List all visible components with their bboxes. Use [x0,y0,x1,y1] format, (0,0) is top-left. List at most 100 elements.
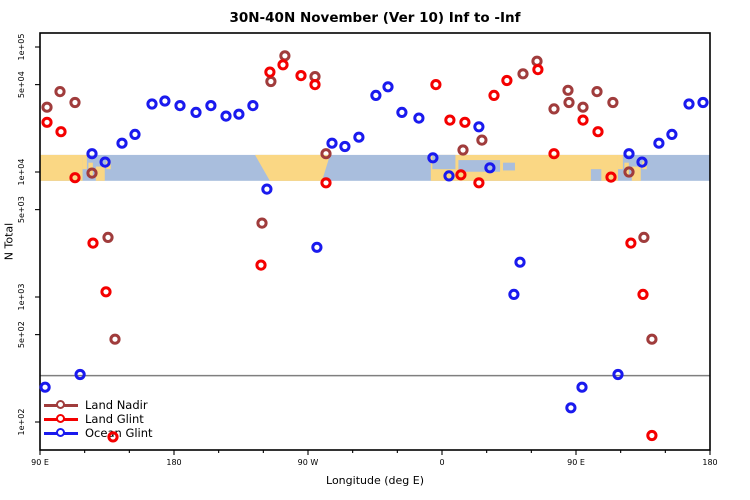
data-point-land-nadir [41,101,53,113]
map-strip-land [430,154,618,181]
data-point-ocean-glint [484,162,496,174]
data-point-ocean-glint [636,156,648,168]
land-glint-symbol-icon [44,412,78,426]
data-point-land-glint [473,177,485,189]
data-point-land-glint [625,237,637,249]
plot-border [39,32,711,451]
data-point-land-nadir [646,333,658,345]
data-point-ocean-glint [683,98,695,110]
data-point-land-nadir [309,71,321,83]
legend-label: Land Glint [85,412,144,426]
data-point-ocean-glint [39,381,51,393]
data-point-ocean-glint [576,381,588,393]
data-point-land-nadir [623,166,635,178]
map-strip-land [82,154,87,170]
data-point-land-glint [277,59,289,71]
map-strip-sea-patch [503,162,515,171]
y-tick-label: 1e+05 [17,34,26,61]
data-point-land-glint [488,89,500,102]
data-point-ocean-glint [443,170,455,182]
data-point-ocean-glint [623,148,635,160]
chart-title: 30N-40N November (Ver 10) Inf to -Inf [229,10,521,26]
data-point-land-nadir [69,96,81,109]
data-point-ocean-glint [612,368,624,381]
map-strip-land [631,166,641,181]
data-point-ocean-glint [174,100,186,112]
data-point-land-nadir [102,231,114,243]
map-strip-ocean [40,154,710,181]
y-axis-title: N Total [2,222,16,261]
map-strip-sea-patch [432,154,456,170]
data-point-land-nadir [320,148,332,160]
x-axis-title: Longitude (deg E) [326,474,424,487]
legend-entry-land-nadir: Land Nadir [44,398,153,412]
data-point-ocean-glint [427,152,439,164]
legend: Land Nadir Land Glint Ocean Glint [44,398,153,440]
data-point-land-nadir [517,68,529,80]
data-point-land-nadir [563,96,575,109]
data-point-land-nadir [607,96,619,109]
data-point-ocean-glint [129,128,141,140]
map-strip-land [95,166,105,181]
data-point-land-glint [548,148,560,160]
data-point-land-glint [637,288,649,300]
data-point-land-glint [459,116,471,128]
data-point-ocean-glint [261,183,273,195]
map-strip-sea-patch [458,160,501,172]
data-point-ocean-glint [99,156,111,168]
ocean-glint-symbol-icon [44,426,78,440]
data-point-land-nadir [265,75,277,88]
data-point-land-nadir [476,134,488,146]
data-point-ocean-glint [146,98,158,110]
data-point-land-glint [646,429,658,442]
data-point-ocean-glint [220,110,232,122]
data-point-ocean-glint [116,137,128,149]
data-point-ocean-glint [86,148,98,160]
data-point-ocean-glint [339,140,351,153]
legend-entry-ocean-glint: Ocean Glint [44,426,153,440]
data-point-ocean-glint [353,131,365,143]
data-point-land-glint [255,259,267,271]
map-strip-sea-patch [590,169,602,181]
data-point-land-glint [577,114,589,126]
data-point-ocean-glint [396,106,408,119]
y-tick-label: 1e+04 [17,159,26,186]
data-point-land-glint [41,116,53,128]
x-tick-label: 180 [702,458,717,467]
data-point-ocean-glint [326,137,338,149]
x-tick-label: 90 W [298,458,319,467]
data-point-land-glint [264,66,276,78]
data-point-land-nadir [591,86,603,98]
data-point-land-glint [55,126,67,138]
data-point-ocean-glint [311,241,323,253]
x-tick-label: 0 [439,458,444,467]
data-point-land-glint [309,79,321,91]
x-tick-label: 90 E [567,458,585,467]
map-strip-land [642,161,647,170]
data-point-land-nadir [562,84,574,96]
data-point-land-glint [455,169,467,181]
y-tick-label: 5e+02 [17,321,26,348]
y-tick-label: 5e+03 [17,196,26,223]
data-point-ocean-glint [382,81,394,93]
data-point-land-glint [605,171,617,183]
map-strip-land [88,162,93,176]
x-tick-label: 180 [166,458,181,467]
y-tick-label: 1e+02 [17,409,26,436]
data-point-ocean-glint [233,108,245,120]
y-tick-label: 5e+04 [17,71,26,98]
data-point-land-glint [87,237,99,249]
data-point-land-glint [320,177,332,189]
data-point-ocean-glint [370,89,382,102]
data-point-ocean-glint [247,100,259,112]
data-point-land-nadir [256,217,268,229]
map-strip-land [617,154,623,170]
data-point-ocean-glint [697,96,709,109]
map-strip-land [106,161,111,170]
data-point-land-nadir [531,55,543,67]
data-point-land-nadir [109,333,121,345]
data-point-land-nadir [457,144,469,156]
data-point-ocean-glint [413,112,425,124]
data-point-land-glint [444,114,456,126]
data-point-ocean-glint [205,100,217,112]
